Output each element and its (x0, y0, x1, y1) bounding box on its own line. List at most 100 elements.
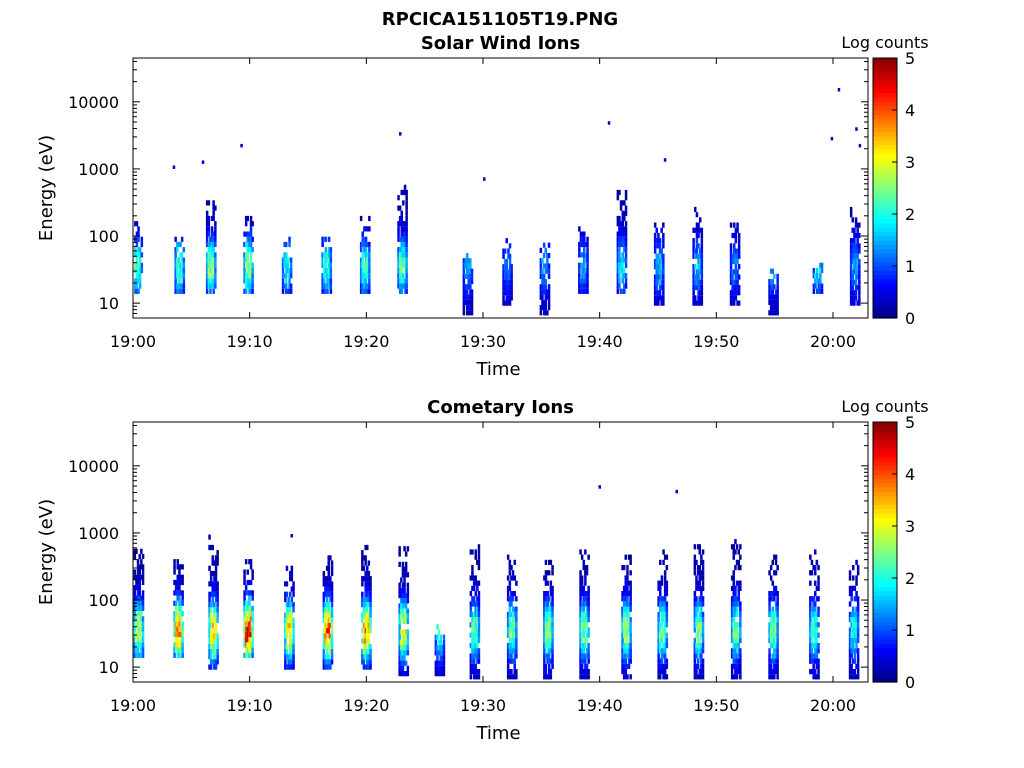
data-cell (137, 278, 140, 284)
data-cell (464, 273, 467, 279)
data-cell (730, 544, 734, 550)
data-cell (814, 549, 817, 555)
data-cell (133, 585, 137, 591)
data-cell (179, 605, 183, 612)
data-cell (584, 565, 587, 571)
plot-frame (132, 57, 869, 319)
data-cell (330, 565, 334, 571)
data-cell (363, 241, 366, 248)
data-cell (694, 284, 697, 291)
data-cell (474, 601, 477, 607)
data-cell (176, 288, 179, 294)
data-cell (209, 633, 213, 639)
data-cell (582, 559, 585, 565)
data-cell (324, 581, 327, 587)
data-cell (624, 627, 627, 633)
data-cell (364, 570, 367, 577)
data-cell (362, 659, 366, 665)
data-cell (621, 236, 624, 242)
data-cell (469, 575, 473, 581)
data-cell (696, 658, 700, 664)
data-cell (815, 267, 819, 274)
data-cell (508, 596, 512, 602)
data-cell (503, 300, 507, 306)
colorbar-swatch (873, 179, 897, 185)
data-cell (539, 289, 543, 295)
data-cell (477, 559, 481, 565)
data-cell (327, 628, 330, 634)
data-cell (812, 565, 815, 571)
data-cell (812, 267, 816, 274)
data-cell (174, 626, 178, 632)
data-cell (330, 628, 334, 634)
data-cell (401, 655, 405, 661)
data-cell (658, 238, 662, 244)
data-cell (663, 611, 667, 617)
data-cell (397, 247, 400, 253)
spectrogram-cells (134, 88, 862, 316)
data-cell (141, 574, 145, 580)
data-cell (587, 585, 590, 591)
data-cell (467, 299, 470, 305)
x-tick-label: 19:40 (577, 696, 623, 715)
data-cell (140, 621, 143, 627)
data-cell (701, 648, 705, 654)
data-cell (584, 288, 588, 294)
data-cell (855, 622, 858, 628)
data-cell (771, 294, 774, 300)
data-cell (369, 576, 372, 582)
data-cell (771, 591, 774, 597)
data-cell (695, 611, 698, 617)
data-cell (853, 243, 856, 249)
data-cell (701, 617, 705, 623)
data-cell (402, 221, 405, 227)
data-cell (694, 206, 697, 213)
data-cell (858, 264, 861, 270)
data-cell (616, 262, 620, 268)
data-cell (209, 278, 212, 284)
data-cell (696, 601, 700, 607)
data-cell (178, 585, 181, 591)
data-cell (398, 561, 401, 567)
data-cell (246, 257, 249, 263)
data-cell (578, 226, 581, 232)
data-cell (437, 639, 441, 645)
data-cell (208, 602, 211, 608)
data-cell (212, 231, 215, 237)
isolated-point (399, 132, 402, 136)
data-cell (321, 273, 324, 279)
colorbar-swatch (873, 651, 897, 657)
data-cell (325, 628, 329, 634)
data-cell (406, 582, 410, 588)
data-cell (508, 601, 512, 607)
data-cell (734, 284, 738, 291)
data-cell (665, 674, 669, 680)
data-cell (513, 591, 516, 597)
data-cell (325, 607, 329, 613)
data-cell (136, 559, 140, 565)
data-cell (849, 290, 853, 296)
data-cell (465, 253, 469, 259)
data-cell (179, 283, 182, 289)
colorbar-swatch (873, 118, 897, 124)
data-cell (249, 590, 253, 596)
data-cell (212, 252, 215, 258)
data-cell (402, 241, 405, 248)
data-cell (406, 587, 410, 593)
data-cell (812, 653, 815, 659)
data-cell (852, 565, 855, 571)
data-cell (472, 617, 476, 623)
data-cell (729, 258, 733, 265)
data-cell (361, 628, 364, 634)
data-cell (178, 590, 181, 596)
data-cell (851, 279, 854, 285)
data-cell (178, 616, 181, 622)
data-cell (439, 645, 442, 651)
data-cell (400, 226, 403, 232)
data-cell (402, 262, 405, 268)
data-cell (853, 653, 857, 659)
data-cell (773, 653, 776, 659)
isolated-point (240, 143, 243, 148)
data-cell (248, 621, 251, 627)
data-cell (616, 221, 620, 227)
